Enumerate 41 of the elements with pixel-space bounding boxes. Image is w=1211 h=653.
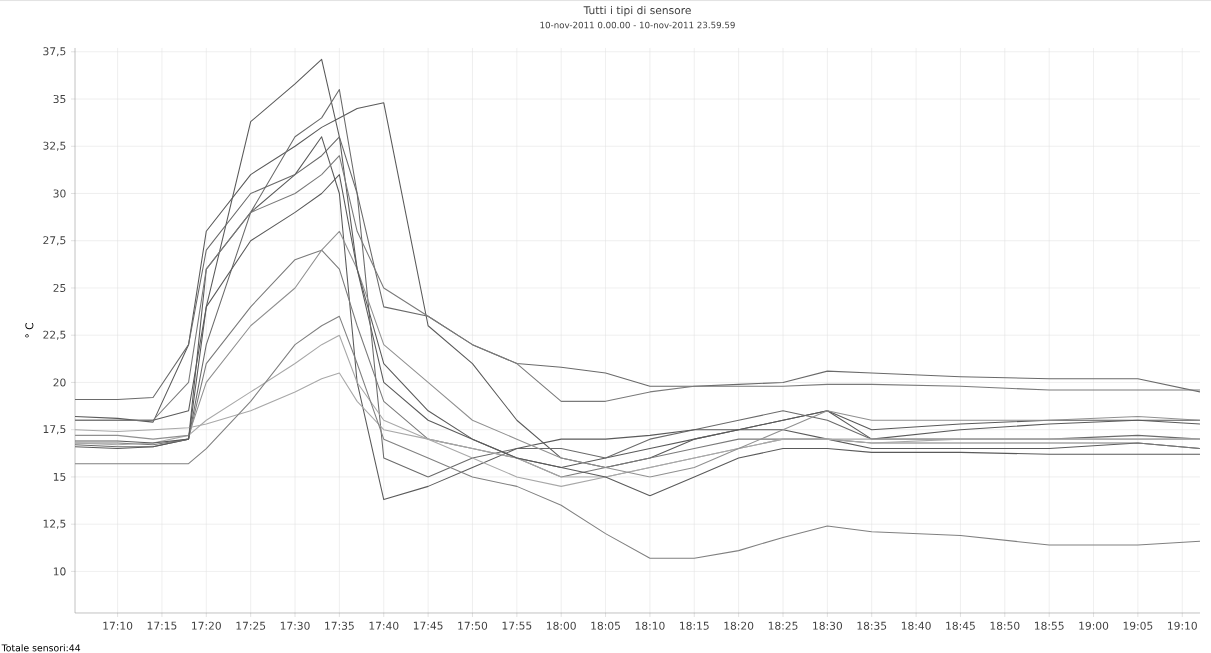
x-tick-label: 18:15: [680, 621, 709, 630]
x-tick-label: 17:15: [147, 621, 177, 630]
x-tick-label: 17:45: [413, 621, 443, 630]
x-tick-label: 18:10: [635, 621, 665, 630]
x-tick-label: 18:40: [901, 621, 931, 630]
x-tick-label: 18:50: [990, 621, 1020, 630]
y-tick-label: 37,5: [43, 47, 66, 57]
y-tick-label: 17,5: [43, 425, 66, 435]
y-tick-label: 27,5: [43, 236, 66, 246]
chart-subtitle: 10-nov-2011 0.00.00 - 10-nov-2011 23.59.59: [540, 21, 735, 29]
x-tick-label: 19:10: [1168, 621, 1197, 630]
x-tick-label: 19:05: [1123, 621, 1153, 630]
x-tick-label: 18:55: [1034, 621, 1064, 630]
x-tick-label: 17:50: [458, 621, 488, 630]
y-tick-label: 12,5: [43, 519, 66, 529]
x-tick-label: 17:40: [369, 621, 399, 630]
x-tick-label: 17:30: [280, 621, 310, 630]
x-tick-label: 17:55: [502, 621, 532, 630]
x-tick-label: 17:35: [325, 621, 354, 630]
x-tick-label: 18:20: [724, 621, 754, 630]
y-tick-label: 25: [53, 283, 66, 292]
x-tick-label: 18:25: [768, 621, 798, 630]
y-tick-label: 32,5: [43, 141, 66, 151]
x-tick-label: 19:00: [1079, 621, 1109, 630]
y-tick-label: 10: [53, 567, 66, 576]
x-tick-label: 18:00: [546, 621, 576, 630]
y-tick-label: 15: [53, 472, 66, 481]
y-axis-title: ° C: [25, 323, 34, 338]
y-tick-label: 20: [53, 378, 66, 387]
y-tick-label: 30: [53, 189, 66, 198]
chart-title: Tutti i tipi di sensore: [583, 5, 691, 17]
x-tick-label: 18:45: [946, 621, 975, 630]
y-tick-label: 35: [53, 94, 66, 104]
x-tick-label: 18:30: [813, 621, 843, 630]
x-tick-label: 17:20: [192, 621, 221, 630]
text: Totale sensori:44: [1, 644, 81, 652]
x-tick-label: 17:25: [236, 621, 266, 630]
y-tick-label: 22,5: [43, 330, 66, 340]
x-tick-label: 18:05: [591, 621, 620, 630]
x-tick-label: 18:35: [857, 621, 887, 630]
x-tick-label: 17:10: [103, 621, 133, 630]
